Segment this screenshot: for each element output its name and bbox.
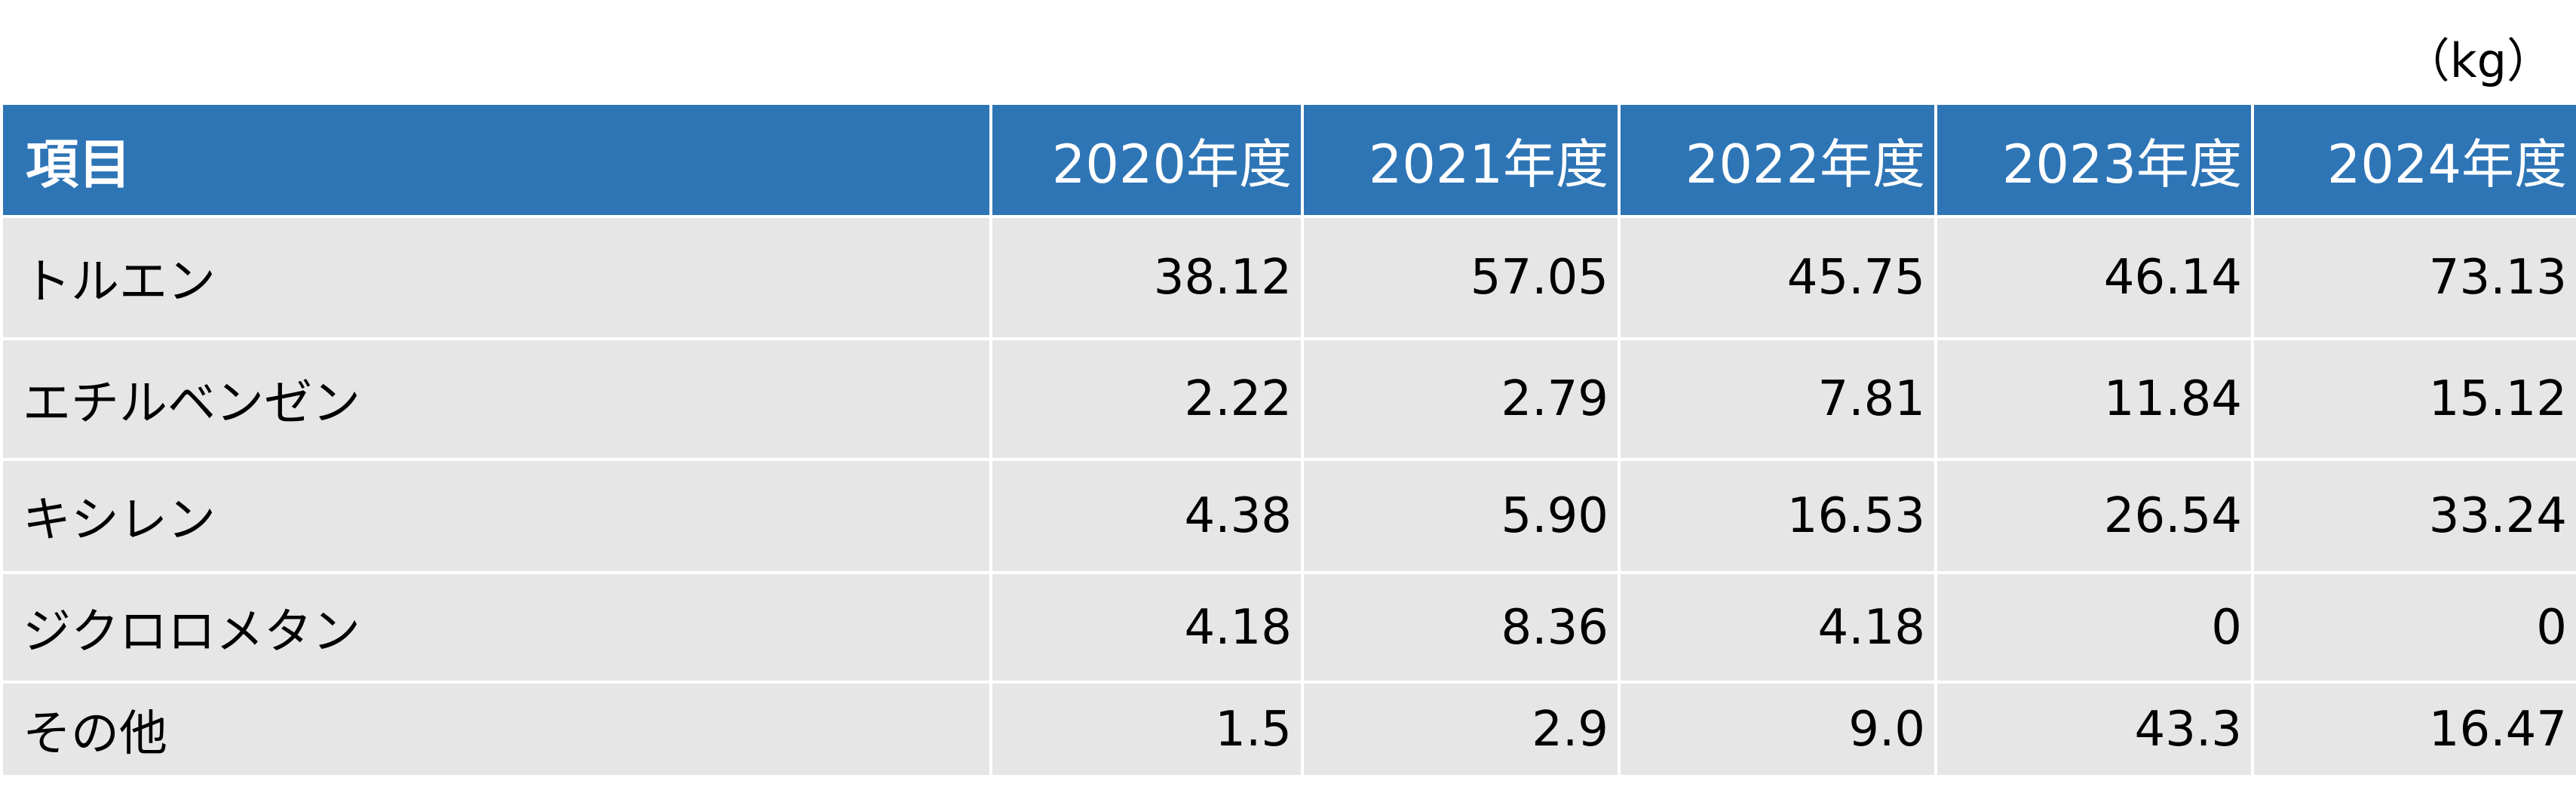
table-cell: 43.3	[1934, 681, 2254, 778]
table-cell: 1.5	[989, 681, 1304, 778]
table-cell: 38.12	[989, 215, 1304, 340]
column-header-year: 2020年度	[989, 102, 1304, 218]
table-row: ジクロロメタン 4.18 8.36 4.18 0 0	[0, 571, 2576, 684]
table-row: エチルベンゼン 2.22 2.79 7.81 11.84 15.12	[0, 337, 2576, 461]
column-header-item: 項目	[0, 102, 992, 218]
column-header-year: 2021年度	[1301, 102, 1621, 218]
table-cell: 7.81	[1618, 337, 1937, 461]
table-cell: 2.9	[1301, 681, 1621, 778]
table-cell: 15.12	[2251, 337, 2576, 461]
row-label: その他	[0, 681, 992, 778]
row-label: キシレン	[0, 458, 992, 574]
table-cell: 46.14	[1934, 215, 2254, 340]
table-cell: 5.90	[1301, 458, 1621, 574]
column-header-year: 2024年度	[2251, 102, 2576, 218]
table-cell: 16.53	[1618, 458, 1937, 574]
table-cell: 33.24	[2251, 458, 2576, 574]
table-cell: 2.79	[1301, 337, 1621, 461]
table-cell: 0	[1934, 571, 2254, 684]
unit-label: （kg）	[2403, 33, 2553, 88]
table-cell: 57.05	[1301, 215, 1621, 340]
table-cell: 16.47	[2251, 681, 2576, 778]
table-cell: 4.18	[1618, 571, 1937, 684]
header-row: 項目 2020年度 2021年度 2022年度 2023年度 2024年度	[0, 102, 2576, 218]
data-table: 項目 2020年度 2021年度 2022年度 2023年度 2024年度 トル…	[0, 102, 2576, 778]
row-label: エチルベンゼン	[0, 337, 992, 461]
table-cell: 4.38	[989, 458, 1304, 574]
column-header-year: 2023年度	[1934, 102, 2254, 218]
table-cell: 8.36	[1301, 571, 1621, 684]
row-label: トルエン	[0, 215, 992, 340]
table-cell: 45.75	[1618, 215, 1937, 340]
table-cell: 4.18	[989, 571, 1304, 684]
table-row: キシレン 4.38 5.90 16.53 26.54 33.24	[0, 458, 2576, 574]
table-cell: 9.0	[1618, 681, 1937, 778]
row-label: ジクロロメタン	[0, 571, 992, 684]
table-row: トルエン 38.12 57.05 45.75 46.14 73.13	[0, 215, 2576, 340]
table-cell: 11.84	[1934, 337, 2254, 461]
table-cell: 26.54	[1934, 458, 2254, 574]
table-cell: 0	[2251, 571, 2576, 684]
column-header-year: 2022年度	[1618, 102, 1937, 218]
table-cell: 2.22	[989, 337, 1304, 461]
table-cell: 73.13	[2251, 215, 2576, 340]
table-row: その他 1.5 2.9 9.0 43.3 16.47	[0, 681, 2576, 778]
